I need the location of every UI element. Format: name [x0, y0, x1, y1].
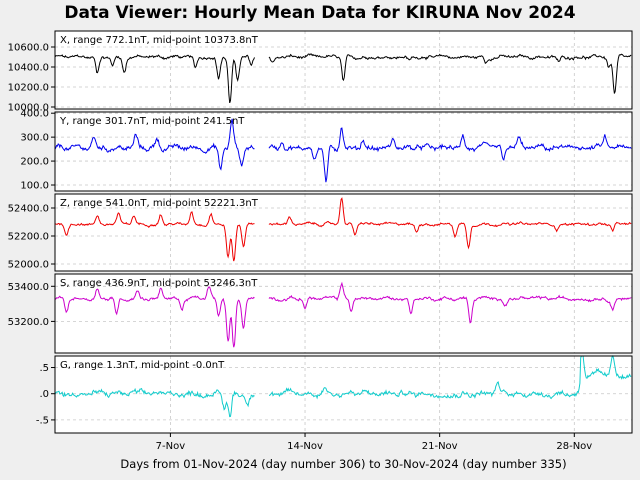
plot-frame — [54, 355, 633, 434]
y-tick-label: 53200.0 — [8, 317, 49, 328]
series-line-x — [268, 53, 632, 94]
panel-x: 10000.0 10200.0 10400.0 10600.0 X, range 772… — [8, 30, 633, 114]
plot-background — [55, 274, 632, 353]
y-tick-label: 52000.0 — [8, 260, 49, 271]
y-tick-label: 200.0 — [20, 157, 49, 168]
series-line-g — [54, 387, 255, 418]
y-tick-label: 10400.0 — [8, 63, 49, 74]
series-line-s — [54, 286, 255, 348]
series-line-g — [268, 354, 632, 400]
x-axis-label: Days from 01-Nov-2024 (day number 306) t… — [120, 457, 567, 471]
plot-frame — [54, 193, 633, 272]
series-line-s — [268, 281, 632, 324]
y-tick-label: 52200.0 — [8, 232, 49, 243]
plot-background — [55, 112, 632, 191]
y-tick-label: 53400.0 — [8, 282, 49, 293]
y-tick-label: .0 — [39, 389, 49, 400]
panel-s: 53200.0 53400.0 S, range 436.9nT, mid-poin… — [8, 273, 633, 354]
plot-frame — [54, 111, 633, 192]
y-tick-label: 52400.0 — [8, 204, 49, 215]
plot-frame — [54, 30, 633, 110]
panel-label: X, range 772.1nT, mid-point 10373.8nT — [60, 35, 259, 46]
panel-z: 52000.0 52200.0 52400.0 Z, range 541.0nT, m… — [8, 193, 633, 272]
series-line-z — [54, 211, 255, 262]
series-line-z — [268, 197, 632, 250]
plot-background — [55, 31, 632, 109]
series-line-y — [268, 127, 632, 183]
panel-label: Y, range 301.7nT, mid-point 241.5nT — [59, 116, 245, 127]
y-tick-label: 10600.0 — [8, 43, 49, 54]
panel-label: S, range 436.9nT, mid-point 53246.3nT — [60, 278, 258, 289]
y-tick-label: 400.0 — [20, 109, 49, 120]
y-tick-label: -.5 — [36, 415, 49, 426]
panel-y: 100.0 200.0 300.0 400.0 Y, range 301.7nT, mi… — [20, 109, 633, 192]
y-tick-label: 10000.0 — [8, 103, 49, 114]
y-tick-label: 100.0 — [20, 181, 49, 192]
x-tick-label: 28-Nov — [556, 441, 592, 452]
series-line-y — [54, 118, 255, 171]
y-tick-label: 10200.0 — [8, 83, 49, 94]
panel-label: Z, range 541.0nT, mid-point 52221.3nT — [60, 198, 259, 209]
series-line-x — [54, 54, 255, 104]
x-tick-label: 7-Nov — [156, 441, 186, 452]
chart-title: Data Viewer: Hourly Mean Data for KIRUNA… — [64, 3, 576, 23]
y-tick-label: 300.0 — [20, 133, 49, 144]
panel-g: -.5 .0 .5 G, range 1.3nT, mid-point -0.0nT — [36, 354, 633, 434]
y-tick-label: .5 — [39, 363, 49, 374]
x-tick-label: 21-Nov — [422, 441, 458, 452]
panel-label: G, range 1.3nT, mid-point -0.0nT — [60, 360, 225, 371]
x-tick-label: 14-Nov — [287, 441, 323, 452]
plot-frame — [54, 273, 633, 354]
